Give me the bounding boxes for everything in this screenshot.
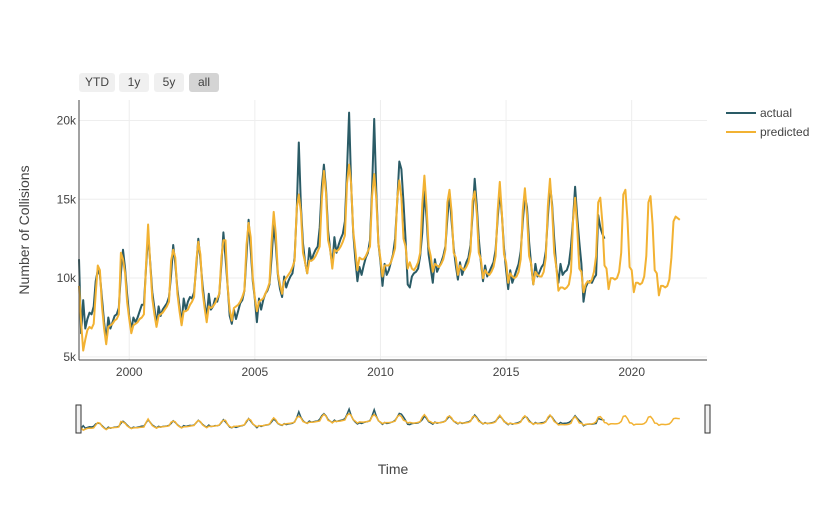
x-ticks: 2000 2005 2010 2015 2020	[116, 365, 645, 379]
y-tick-label: 10k	[57, 271, 77, 285]
grid	[79, 100, 707, 360]
y-axis-title: Number of Collisions	[16, 165, 32, 294]
x-tick-label: 2020	[618, 365, 645, 379]
y-tick-label: 15k	[57, 192, 77, 206]
legend-label-actual: actual	[760, 106, 792, 120]
y-tick-label: 5k	[63, 350, 77, 364]
range-button-1y[interactable]: 1y	[119, 73, 149, 92]
slider-line-predicted	[78, 412, 680, 432]
range-slider[interactable]	[75, 404, 711, 434]
x-tick-label: 2005	[241, 365, 268, 379]
x-tick-label: 2010	[367, 365, 394, 379]
legend-item-actual[interactable]: actual	[726, 106, 792, 120]
legend-label-predicted: predicted	[760, 125, 809, 139]
range-button-all[interactable]: all	[189, 73, 219, 92]
x-tick-label: 2000	[116, 365, 143, 379]
range-button-5y[interactable]: 5y	[154, 73, 184, 92]
range-slider-left-handle[interactable]	[75, 404, 82, 434]
x-axis-title: Time	[378, 461, 409, 477]
x-tick-label: 2015	[493, 365, 520, 379]
y-ticks: 5k 10k 15k 20k	[57, 113, 77, 363]
range-slider-background	[79, 405, 707, 433]
plot-area	[78, 111, 681, 352]
range-slider-right-handle[interactable]	[704, 404, 711, 434]
range-slider-lines	[78, 406, 680, 432]
legend-item-predicted[interactable]: predicted	[726, 125, 809, 139]
range-button-ytd[interactable]: YTD	[79, 73, 115, 92]
series-line-actual[interactable]	[78, 111, 606, 343]
series-line-predicted[interactable]	[78, 163, 681, 352]
y-tick-label: 20k	[57, 113, 77, 127]
legend: actual predicted	[726, 106, 809, 139]
axes	[78, 100, 707, 361]
